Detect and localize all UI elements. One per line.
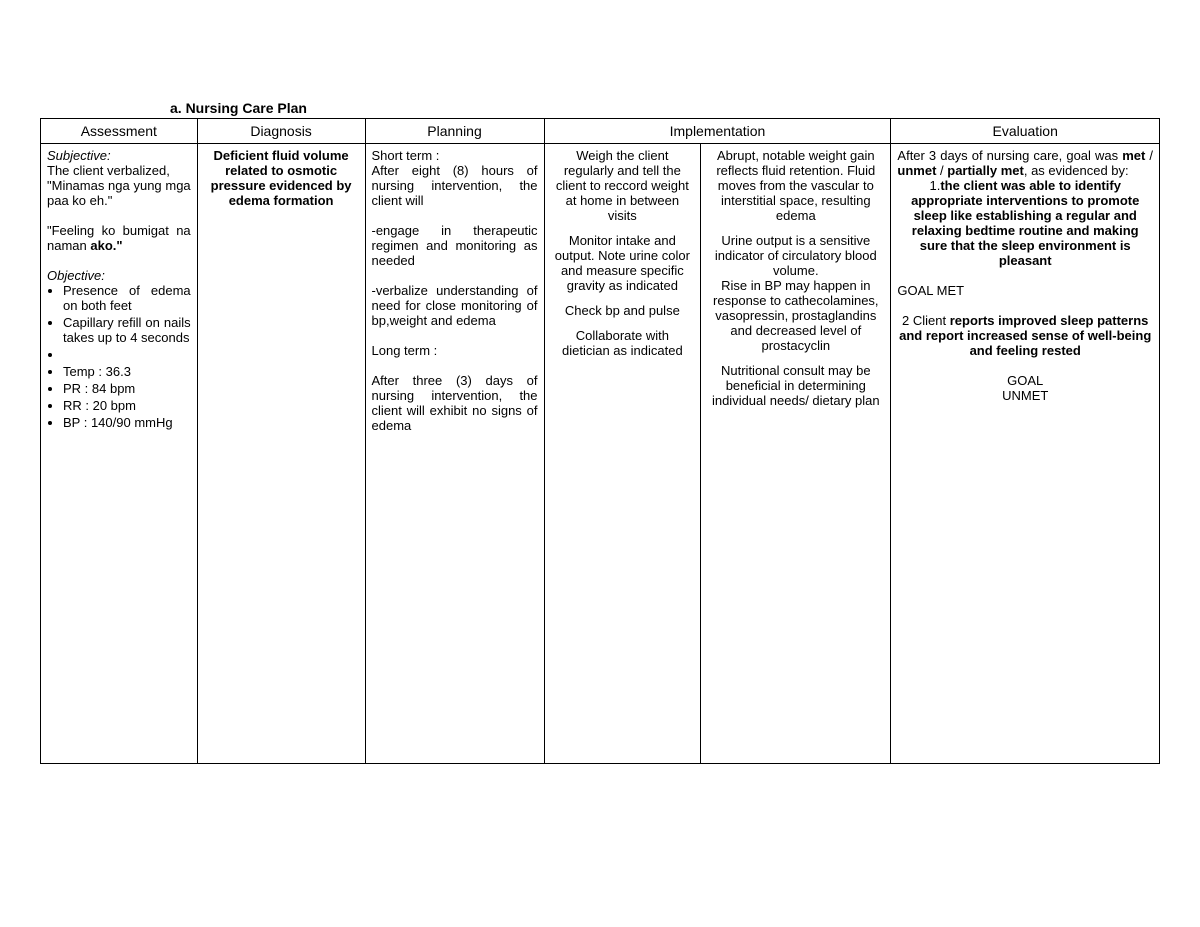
impl-action-3: Check bp and pulse <box>551 303 695 318</box>
planning-point-2: -verbalize understanding of need for clo… <box>372 283 538 328</box>
objective-item-5: PR : 84 bpm <box>63 381 191 396</box>
objective-list: Presence of edema on both feet Capillary… <box>47 283 191 430</box>
cell-implementation-actions: Weigh the client regularly and tell the … <box>544 144 701 764</box>
planning-point-1: -engage in therapeutic regimen and monit… <box>372 223 538 268</box>
impl-rationale-4: Nutritional consult may be beneficial in… <box>707 363 884 408</box>
header-planning: Planning <box>365 119 544 144</box>
cell-planning: Short term : After eight (8) hours of nu… <box>365 144 544 764</box>
subjective-label: Subjective: <box>47 148 191 163</box>
eval-slash-1: / <box>1145 148 1153 163</box>
subjective-quote-2: "Feeling ko bumigat na naman ako." <box>47 223 191 253</box>
impl-rationale-3: Rise in BP may happen in response to cat… <box>707 278 884 353</box>
unmet-label: UNMET <box>897 388 1153 403</box>
diagnosis-line-3: pressure evidenced by <box>204 178 359 193</box>
header-assessment: Assessment <box>41 119 198 144</box>
document-title: a. Nursing Care Plan <box>170 100 1160 116</box>
diagnosis-line-2: related to osmotic <box>204 163 359 178</box>
impl-rationale-2: Urine output is a sensitive indicator of… <box>707 233 884 278</box>
header-implementation: Implementation <box>544 119 891 144</box>
eval-intro-pre: After 3 days of nursing care, goal was <box>897 148 1122 163</box>
eval-partial: partially met <box>947 163 1024 178</box>
evaluation-item-1: 1.the client was able to identify approp… <box>897 178 1153 268</box>
goal-met-label: GOAL MET <box>897 283 1153 298</box>
eval-item1-text: the client was able to identify appropri… <box>911 178 1139 268</box>
short-term-intro: After eight (8) hours of nursing interve… <box>372 163 538 208</box>
eval-met: met <box>1122 148 1145 163</box>
objective-item-7: BP : 140/90 mmHg <box>63 415 191 430</box>
eval-slash-2: / <box>936 163 947 178</box>
long-term-text: After three (3) days of nursing interven… <box>372 373 538 433</box>
objective-item-2: Capillary refill on nails takes up to 4 … <box>63 315 191 345</box>
subjective-quote-1: "Minamas nga yung mga paa ko eh." <box>47 178 191 208</box>
objective-item-4: Temp : 36.3 <box>63 364 191 379</box>
cell-diagnosis: Deficient fluid volume related to osmoti… <box>197 144 365 764</box>
table-header-row: Assessment Diagnosis Planning Implementa… <box>41 119 1160 144</box>
eval-item2-num: 2 Client <box>902 313 950 328</box>
diagnosis-line-4: edema formation <box>204 193 359 208</box>
objective-item-1: Presence of edema on both feet <box>63 283 191 313</box>
eval-item1-num: 1. <box>929 178 940 193</box>
objective-item-6: RR : 20 bpm <box>63 398 191 413</box>
impl-rationale-1: Abrupt, notable weight gain reflects flu… <box>707 148 884 223</box>
table-body-row: Subjective: The client verbalized, "Mina… <box>41 144 1160 764</box>
cell-evaluation: After 3 days of nursing care, goal was m… <box>891 144 1160 764</box>
cell-assessment: Subjective: The client verbalized, "Mina… <box>41 144 198 764</box>
subjective-intro: The client verbalized, <box>47 163 191 178</box>
nursing-care-plan-table: Assessment Diagnosis Planning Implementa… <box>40 118 1160 764</box>
cell-implementation-rationale: Abrupt, notable weight gain reflects flu… <box>701 144 891 764</box>
impl-action-4: Collaborate with dietician as indicated <box>551 328 695 358</box>
header-evaluation: Evaluation <box>891 119 1160 144</box>
eval-intro-post: , as evidenced by: <box>1024 163 1129 178</box>
objective-item-3 <box>63 347 191 362</box>
header-diagnosis: Diagnosis <box>197 119 365 144</box>
impl-action-1: Weigh the client regularly and tell the … <box>551 148 695 223</box>
eval-unmet: unmet <box>897 163 936 178</box>
quote2-part2: ako." <box>90 238 122 253</box>
evaluation-item-2: 2 Client reports improved sleep patterns… <box>897 313 1153 358</box>
short-term-label: Short term : <box>372 148 538 163</box>
long-term-label: Long term : <box>372 343 538 358</box>
diagnosis-line-1: Deficient fluid volume <box>204 148 359 163</box>
goal-label: GOAL <box>897 373 1153 388</box>
evaluation-intro: After 3 days of nursing care, goal was m… <box>897 148 1153 178</box>
impl-action-2: Monitor intake and output. Note urine co… <box>551 233 695 293</box>
objective-label: Objective: <box>47 268 191 283</box>
